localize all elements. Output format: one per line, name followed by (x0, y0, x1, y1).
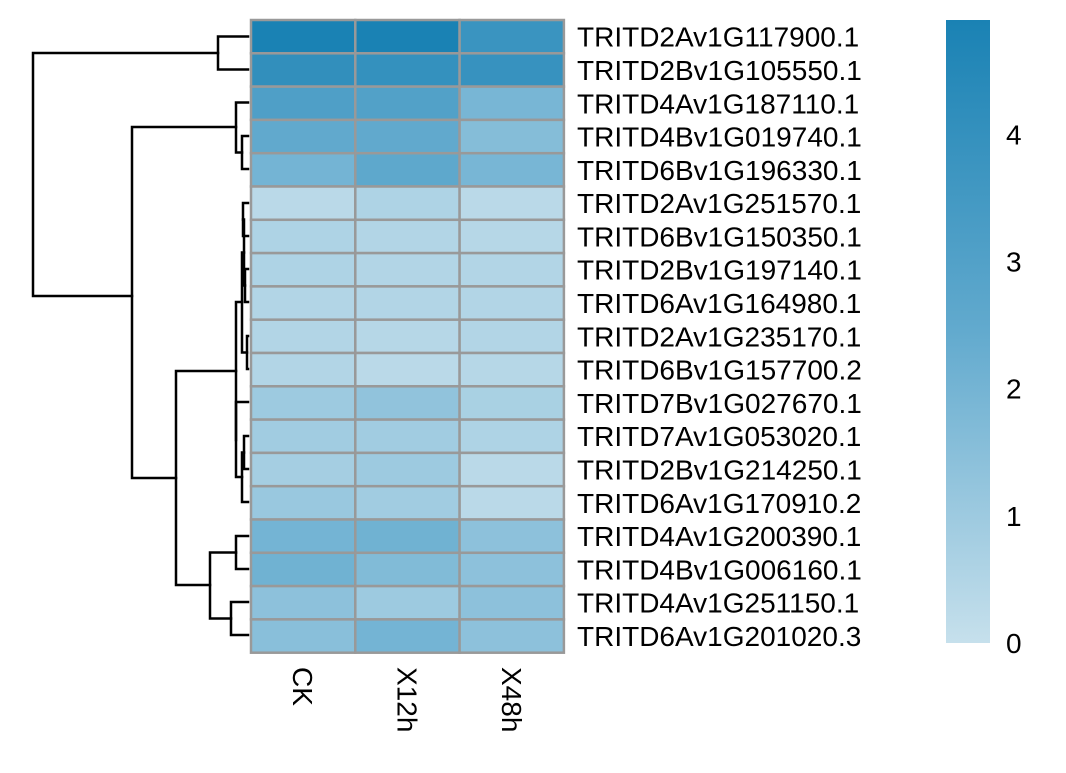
heatmap-cell (458, 518, 566, 555)
row-label: TRITD6Av1G201020.3 (577, 621, 861, 652)
row-label: TRITD2Bv1G214250.1 (577, 455, 862, 486)
heatmap-cell (354, 584, 461, 621)
heatmap-cell (249, 385, 357, 421)
heatmap-cell (249, 484, 357, 521)
heatmap-cell (354, 151, 461, 188)
heatmap-cell (458, 118, 566, 155)
heatmap-cell (458, 418, 566, 455)
heatmap-cell (249, 151, 357, 188)
dendrogram-branch (130, 125, 238, 480)
heatmap-cell (458, 285, 566, 321)
heatmap-cells (249, 18, 566, 654)
column-label: X48h (496, 667, 527, 732)
column-label: X12h (391, 667, 422, 732)
heatmap-cell (458, 151, 566, 188)
heatmap-cell (249, 584, 357, 621)
heatmap-cell (249, 18, 357, 55)
heatmap-cell (458, 484, 566, 521)
heatmap-cell (249, 551, 357, 588)
heatmap-cell (354, 551, 461, 588)
dendrogram-branch (31, 51, 220, 298)
heatmap-cell (354, 418, 461, 455)
heatmap-cell (354, 285, 461, 321)
heatmap-cell (354, 118, 461, 155)
heatmap-cell (354, 85, 461, 122)
heatmap-cell (249, 218, 357, 255)
dendrogram-branch (234, 534, 250, 571)
heatmap-cell (458, 351, 566, 388)
row-label: TRITD7Av1G053020.1 (577, 421, 861, 452)
legend-tick-label: 0 (1006, 628, 1022, 659)
heatmap-cell (249, 52, 357, 88)
row-label: TRITD4Av1G251150.1 (577, 588, 859, 619)
legend-tick-label: 2 (1006, 374, 1022, 405)
heatmap-cell (249, 418, 357, 455)
heatmap-cell (249, 351, 357, 388)
heatmap-cell (249, 451, 357, 488)
heatmap-cell (458, 584, 566, 621)
heatmap-cell (249, 85, 357, 122)
heatmap-cell (249, 285, 357, 321)
heatmap-cell (458, 251, 566, 288)
row-label: TRITD6Av1G170910.2 (577, 488, 861, 519)
column-label: CK (287, 667, 318, 706)
heatmap-cell (458, 318, 566, 355)
heatmap-cell (458, 85, 566, 122)
row-label: TRITD2Bv1G105550.1 (577, 55, 862, 86)
row-label: TRITD6Bv1G150350.1 (577, 221, 862, 252)
heatmap-cell (354, 618, 461, 654)
heatmap-cell (458, 218, 566, 255)
heatmap-cell (249, 618, 357, 654)
row-label: TRITD6Av1G164980.1 (577, 288, 861, 319)
row-label: TRITD6Bv1G196330.1 (577, 155, 862, 186)
row-label: TRITD4Bv1G006160.1 (577, 554, 862, 585)
heatmap-cell (354, 185, 461, 222)
legend-tick-label: 1 (1006, 501, 1022, 532)
legend-tick-label: 4 (1006, 119, 1022, 150)
row-label: TRITD4Bv1G019740.1 (577, 122, 862, 153)
heatmap-cell (249, 318, 357, 355)
heatmap-cell (354, 18, 461, 55)
row-dendrogram (31, 35, 250, 637)
heatmap-cell (458, 451, 566, 488)
row-label: TRITD7Bv1G027670.1 (577, 388, 862, 419)
legend-ticks: 0 1 2 3 4 (1006, 119, 1022, 659)
heatmap-cell (354, 518, 461, 555)
row-label: TRITD2Bv1G197140.1 (577, 255, 862, 286)
heatmap-cell (458, 18, 566, 55)
row-label: TRITD2Av1G117900.1 (577, 22, 859, 53)
heatmap-cell (354, 385, 461, 421)
heatmap-cell (458, 618, 566, 654)
legend-tick-label: 3 (1006, 247, 1022, 278)
column-labels: CK X12h X48h (287, 667, 527, 732)
row-label: TRITD4Av1G200390.1 (577, 521, 861, 552)
dendrogram-branch (216, 35, 250, 71)
heatmap-cell (249, 118, 357, 155)
heatmap-cell (458, 185, 566, 222)
heatmap-cell (354, 451, 461, 488)
dendrogram-branch (234, 300, 244, 442)
heatmap-cell (354, 484, 461, 521)
dendrogram-branch (229, 600, 250, 637)
heatmap-cell (354, 218, 461, 255)
color-legend: 0 1 2 3 4 (946, 20, 1022, 659)
heatmap-cell (354, 52, 461, 88)
heatmap-cell (354, 351, 461, 388)
row-labels: TRITD2Av1G117900.1TRITD2Bv1G105550.1TRIT… (577, 22, 862, 652)
heatmap-cell (458, 551, 566, 588)
row-label: TRITD4Av1G187110.1 (577, 88, 859, 119)
heatmap-cell (249, 518, 357, 555)
heatmap-cell (354, 251, 461, 288)
heatmap-cell (458, 385, 566, 421)
row-label: TRITD2Av1G251570.1 (577, 188, 861, 219)
heatmap-cell (249, 185, 357, 222)
heatmap-cell (249, 251, 357, 288)
heatmap-cell (458, 52, 566, 88)
legend-color-bar (946, 20, 990, 643)
heatmap-cell (354, 318, 461, 355)
row-label: TRITD2Av1G235170.1 (577, 321, 861, 352)
row-label: TRITD6Bv1G157700.2 (577, 355, 862, 386)
